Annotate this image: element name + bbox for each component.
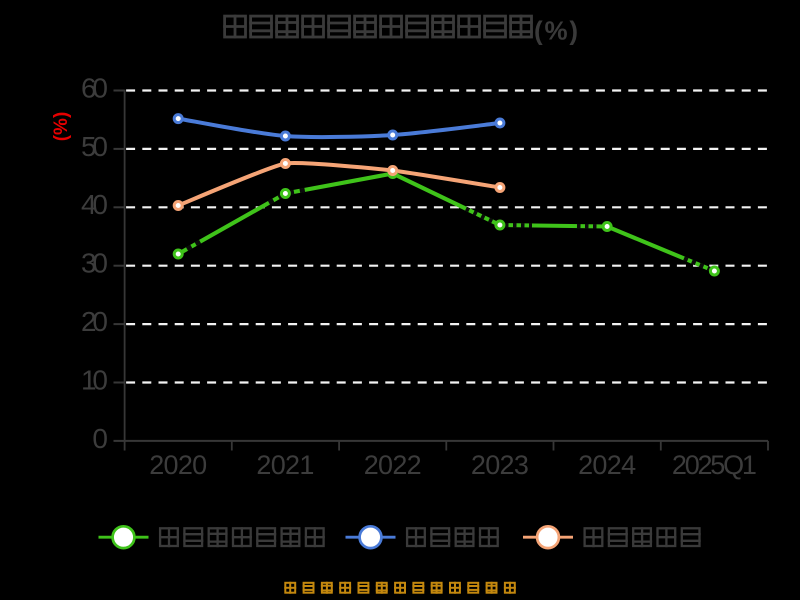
svg-text:2023: 2023 [471, 450, 529, 480]
svg-text:2024: 2024 [578, 450, 636, 480]
svg-text:0: 0 [92, 423, 108, 454]
svg-text:10: 10 [81, 364, 108, 395]
svg-text:2022: 2022 [364, 450, 422, 480]
svg-text:2021: 2021 [256, 450, 314, 480]
svg-text:(%): (%) [51, 112, 72, 142]
svg-text:(%): (%) [534, 16, 578, 46]
svg-text:2020: 2020 [149, 450, 207, 480]
svg-text:60: 60 [81, 72, 108, 103]
svg-text:20: 20 [81, 306, 108, 337]
svg-text:50: 50 [81, 131, 108, 162]
svg-text:2025Q1: 2025Q1 [672, 450, 757, 480]
svg-text:30: 30 [81, 248, 108, 279]
svg-text:40: 40 [81, 189, 108, 220]
